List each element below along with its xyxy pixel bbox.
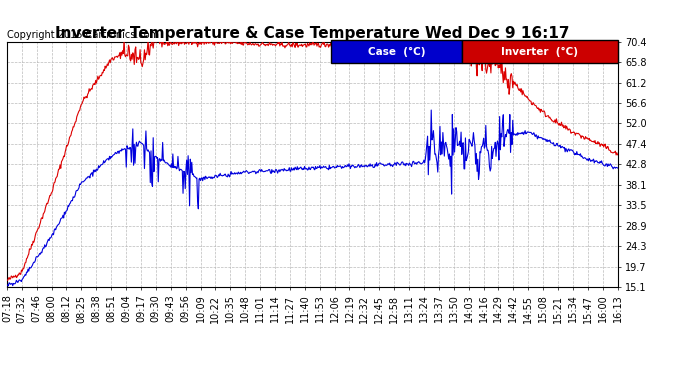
Text: Copyright 2015 Cartronics.com: Copyright 2015 Cartronics.com <box>7 30 159 39</box>
Text: Inverter  (°C): Inverter (°C) <box>502 47 578 57</box>
Text: Case  (°C): Case (°C) <box>368 47 426 57</box>
Title: Inverter Temperature & Case Temperature Wed Dec 9 16:17: Inverter Temperature & Case Temperature … <box>55 26 569 41</box>
